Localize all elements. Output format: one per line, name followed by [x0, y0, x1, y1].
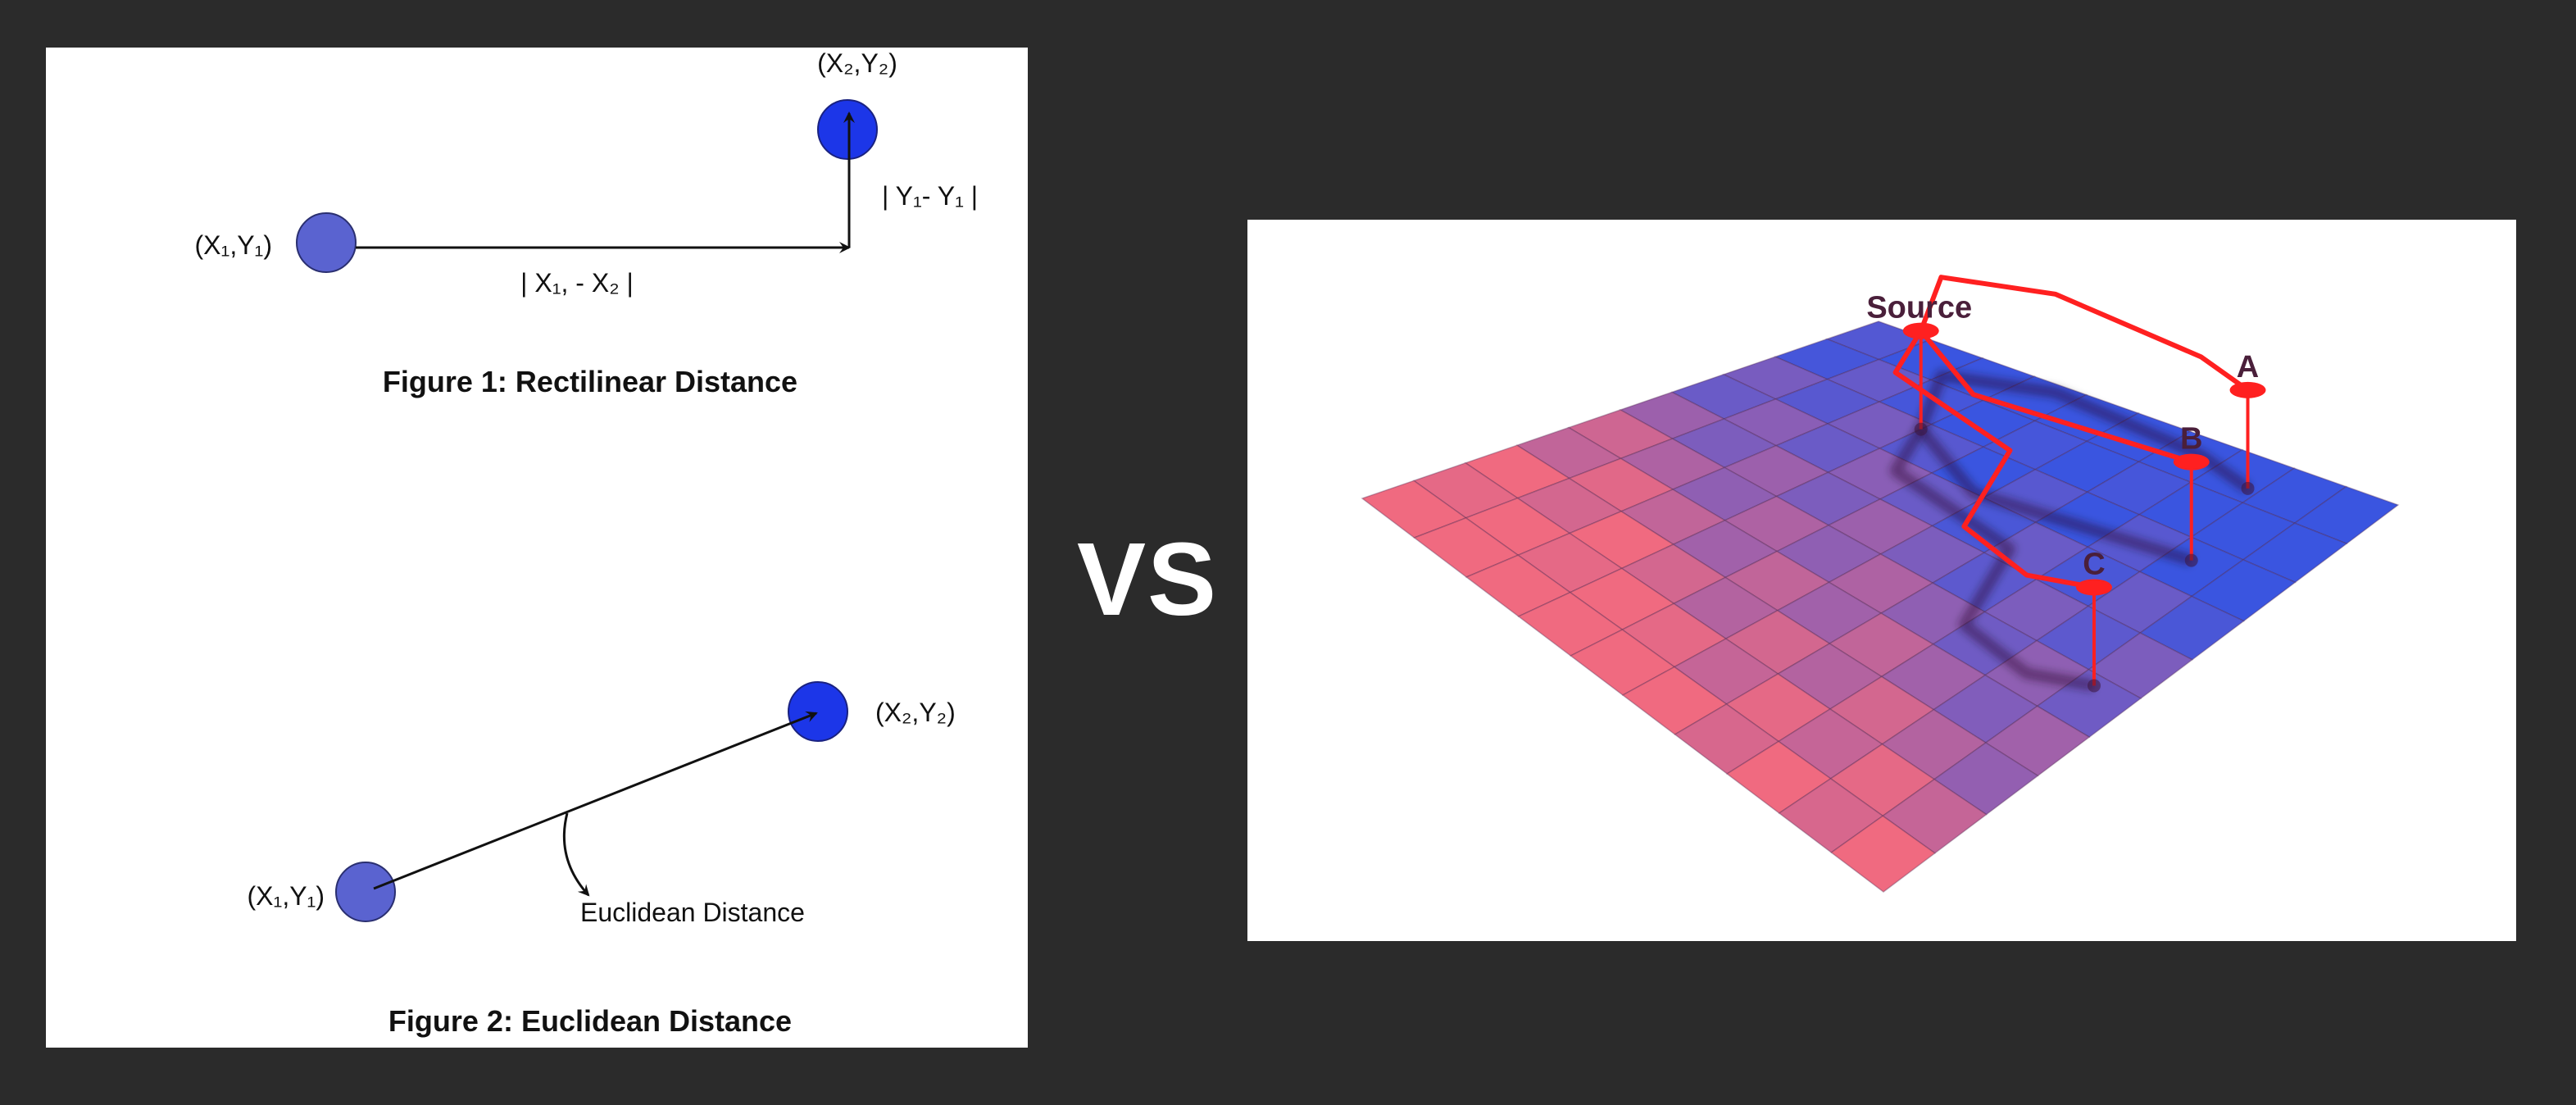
grid-path-panel: A B Source C: [1247, 220, 2516, 941]
dy-label: | Y₁- Y₁ |: [882, 181, 978, 211]
marker-pin-base: [1914, 422, 1928, 436]
marker-label-source: Source: [1866, 291, 1972, 325]
marker-pin-base: [2241, 481, 2255, 495]
dx-label: | X₁, - X₂ |: [520, 268, 634, 298]
grid-cell: [1830, 815, 1937, 893]
vs-label: VS: [1076, 521, 1219, 637]
marker-pin-base: [2087, 679, 2101, 693]
euclidean-distance-label: Euclidean Distance: [580, 898, 805, 927]
label-pointer-arrow: [562, 812, 590, 897]
marker-pins: [1902, 322, 2266, 693]
route-paths: [1892, 275, 2250, 590]
grid-cells: [1361, 321, 2400, 893]
marker-label-b: B: [2180, 422, 2202, 457]
route-line: [1918, 275, 2250, 393]
marker-label-a: A: [2237, 350, 2259, 384]
path-shadow: [1889, 370, 2251, 692]
point-2-label: (X₂,Y₂): [875, 698, 956, 727]
marker-pin-head: [2173, 453, 2210, 471]
route-line: [1919, 329, 2192, 465]
point-2-label: (X₂,Y₂): [817, 48, 897, 78]
figure-1-caption: Figure 1: Rectilinear Distance: [383, 365, 797, 398]
figure-2-caption: Figure 2: Euclidean Distance: [388, 1004, 792, 1038]
point-2-marker: [788, 681, 848, 742]
route-shadow: [1889, 425, 2096, 692]
marker-labels: A B Source C: [1866, 291, 2259, 582]
figure-rectilinear: (X₁,Y₁) (X₂,Y₂) | Y₁- Y₁ | | X₁, - X₂ | …: [195, 48, 979, 398]
marker-label-c: C: [2083, 547, 2105, 581]
route-line: [1892, 330, 2095, 590]
point-1-label: (X₁,Y₁): [195, 230, 272, 260]
grid-surface-svg: A B Source C: [1361, 275, 2400, 893]
distance-figures-svg: (X₁,Y₁) (X₂,Y₂) | Y₁- Y₁ | | X₁, - X₂ | …: [195, 48, 979, 1038]
euclidean-distance-arrow: [373, 711, 818, 890]
route-shadow: [1916, 425, 2193, 566]
marker-pin-head: [2075, 579, 2112, 596]
point-1-label: (X₁,Y₁): [248, 881, 325, 911]
point-2-marker: [817, 99, 878, 160]
distance-figures-panel: (X₁,Y₁) (X₂,Y₂) | Y₁- Y₁ | | X₁, - X₂ | …: [46, 48, 1028, 1048]
figure-euclidean: (X₁,Y₁) (X₂,Y₂) Euclidean Distance Figur…: [248, 681, 956, 1038]
marker-pin-head: [2229, 381, 2266, 398]
marker-pin-head: [1902, 322, 1939, 339]
point-1-marker: [335, 862, 396, 922]
route-shadow: [1915, 370, 2251, 493]
point-1-marker: [296, 212, 357, 273]
marker-pin-base: [2184, 553, 2198, 567]
